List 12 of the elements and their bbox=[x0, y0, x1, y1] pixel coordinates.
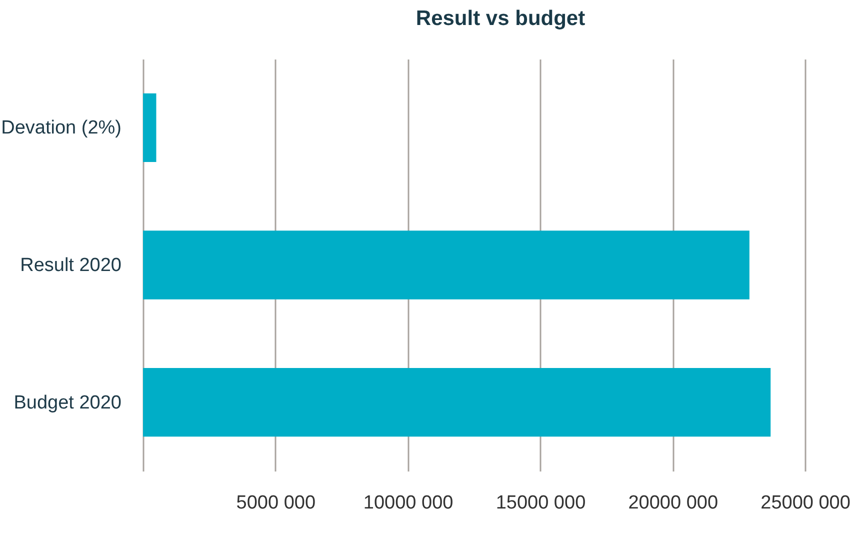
x-tick-label: 15000 000 bbox=[496, 492, 586, 514]
bar bbox=[143, 368, 771, 437]
x-tick-label: 25000 000 bbox=[760, 492, 850, 514]
y-tick-label: Budget 2020 bbox=[14, 392, 122, 414]
x-tick-label: 10000 000 bbox=[363, 492, 454, 514]
x-tick-label: 5000 000 bbox=[236, 492, 316, 514]
chart-title: Result vs budget bbox=[416, 7, 586, 30]
y-tick-label: Devation (2%) bbox=[1, 118, 122, 139]
bar bbox=[143, 93, 156, 162]
y-tick-label: Result 2020 bbox=[20, 255, 122, 276]
x-tick-label: 20000 000 bbox=[628, 492, 718, 514]
bar bbox=[143, 230, 750, 300]
